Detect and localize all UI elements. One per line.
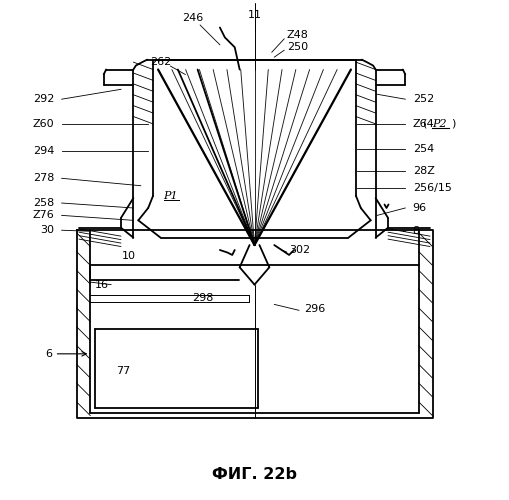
Text: ): ) <box>451 119 455 129</box>
Text: 246: 246 <box>182 12 203 22</box>
Text: 77: 77 <box>117 366 131 376</box>
Text: ФИГ. 22b: ФИГ. 22b <box>212 468 297 482</box>
Text: Z48: Z48 <box>287 30 308 40</box>
Text: (: ( <box>422 119 427 129</box>
Text: 296: 296 <box>304 304 325 314</box>
Text: 30: 30 <box>40 225 54 235</box>
Text: 254: 254 <box>413 144 434 154</box>
Text: 292: 292 <box>33 94 54 104</box>
Text: 6: 6 <box>45 349 87 359</box>
Text: 256/15: 256/15 <box>413 183 451 193</box>
Text: P2: P2 <box>433 119 447 129</box>
Text: 252: 252 <box>413 94 434 104</box>
Text: 16: 16 <box>95 280 108 289</box>
Text: Z64: Z64 <box>413 119 435 129</box>
Text: 8: 8 <box>413 226 420 236</box>
Text: 298: 298 <box>192 294 213 304</box>
Text: 28Z: 28Z <box>413 166 435 176</box>
Text: 294: 294 <box>33 146 54 156</box>
Text: P1: P1 <box>163 190 178 200</box>
Text: 302: 302 <box>289 245 310 255</box>
Text: 11: 11 <box>247 10 262 20</box>
Text: 278: 278 <box>33 174 54 184</box>
Text: Z60: Z60 <box>33 119 54 129</box>
Text: Z76: Z76 <box>33 210 54 220</box>
Text: 96: 96 <box>413 203 427 213</box>
Text: 250: 250 <box>287 42 308 52</box>
Text: 262: 262 <box>150 57 171 67</box>
Text: 258: 258 <box>33 198 54 208</box>
Text: 10: 10 <box>122 252 135 262</box>
